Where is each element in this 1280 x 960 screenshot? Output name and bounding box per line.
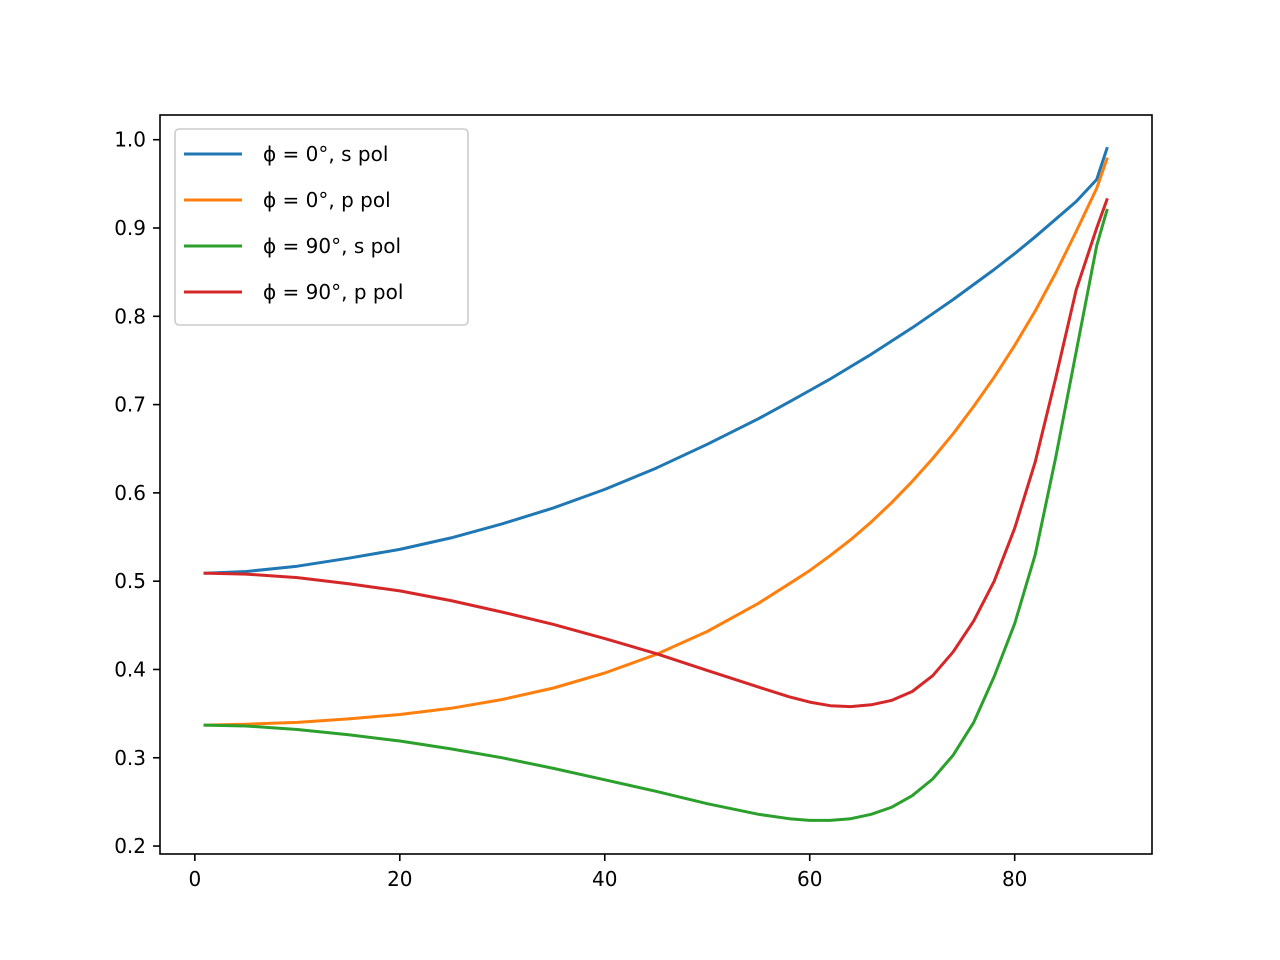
series-line-2 — [203, 208, 1109, 822]
x-axis: 0 20 40 60 80 — [188, 854, 1027, 891]
legend-label-2: ϕ = 90°, s pol — [263, 234, 401, 258]
series-line-3 — [203, 197, 1109, 709]
y-tick-label: 0.6 — [114, 481, 146, 505]
y-tick-label: 0.8 — [114, 304, 146, 328]
x-tick-label: 80 — [1002, 867, 1027, 891]
series-line-1 — [203, 157, 1109, 727]
y-axis: 0.2 0.3 0.4 0.5 0.6 0.7 0.8 0.9 1.0 — [114, 128, 160, 858]
legend: ϕ = 0°, s pol ϕ = 0°, p pol ϕ = 90°, s pol… — [174, 128, 469, 326]
legend-label-1: ϕ = 0°, p pol — [263, 188, 391, 212]
y-tick-label: 0.2 — [114, 834, 146, 858]
y-tick-label: 1.0 — [114, 128, 146, 152]
y-tick-label: 0.7 — [114, 393, 146, 417]
x-tick-label: 20 — [387, 867, 412, 891]
x-tick-label: 0 — [188, 867, 201, 891]
x-tick-label: 60 — [797, 867, 822, 891]
y-tick-label: 0.9 — [114, 216, 146, 240]
y-tick-label: 0.3 — [114, 746, 146, 770]
y-tick-label: 0.4 — [114, 657, 146, 681]
legend-label-0: ϕ = 0°, s pol — [263, 142, 388, 166]
legend-box — [174, 128, 469, 326]
legend-label-3: ϕ = 90°, p pol — [263, 280, 403, 304]
x-tick-label: 40 — [592, 867, 617, 891]
axes-frame — [159, 114, 1153, 855]
y-tick-label: 0.5 — [114, 569, 146, 593]
series-layer — [203, 146, 1109, 822]
series-line-0 — [203, 146, 1109, 575]
